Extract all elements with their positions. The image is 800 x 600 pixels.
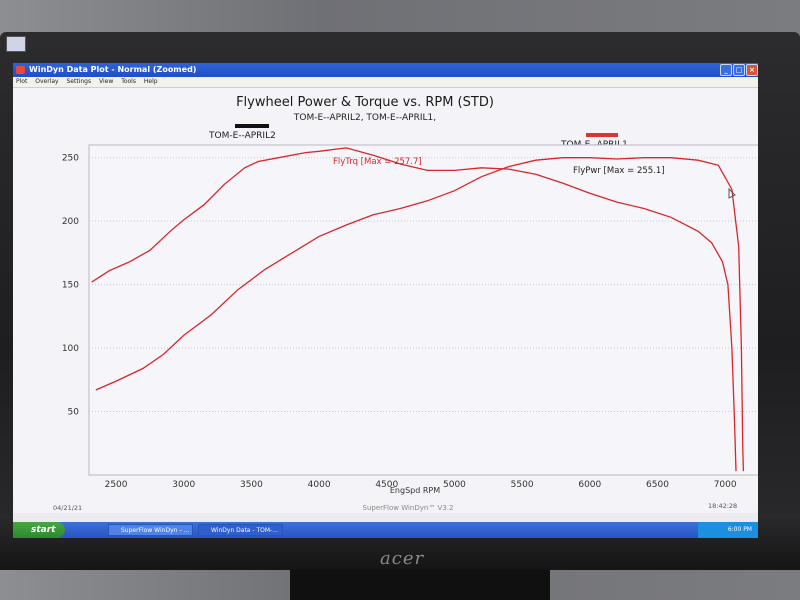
monitor-sticker [6,36,26,52]
x-tick-label: 7000 [714,480,737,490]
mouse-cursor-icon [728,187,736,199]
minimize-icon[interactable]: _ [720,64,732,76]
x-tick-label: 5500 [511,480,534,490]
x-tick-label: 2500 [105,480,128,490]
monitor-stand [290,570,550,600]
window-titlebar: WinDyn Data Plot - Normal (Zoomed) _ □ × [13,63,758,77]
menu-settings[interactable]: Settings [66,78,92,85]
menu-bar: Plot Overlay Settings View Tools Help [13,77,758,88]
dyno-chart: Flywheel Power & Torque vs. RPM (STD) TO… [53,95,758,512]
x-tick-label: 6000 [578,480,601,490]
x-tick-labels: 2500 3000 3500 4000 4500 5000 5500 6000 6500 7000 [105,480,737,490]
annotation-flypwr-max: FlyPwr [Max = 255.1] [573,166,665,176]
y-tick-label: 150 [62,281,79,291]
y-tick-label: 250 [62,154,79,164]
menu-plot[interactable]: Plot [16,78,28,85]
screen: WinDyn Data Plot - Normal (Zoomed) _ □ ×… [13,63,758,538]
x-tick-label: 3000 [172,480,195,490]
y-tick-labels: 50 100 150 200 250 [62,154,79,418]
x-tick-label: 5000 [443,480,466,490]
annotation-flytrq-max: FlyTrq [Max = 257.7] [333,157,422,167]
x-tick-label: 4000 [308,480,331,490]
start-button[interactable]: start [13,522,65,538]
legend-swatch-april1 [586,133,618,137]
status-software: SuperFlow WinDyn™ V3.2 [363,504,454,512]
chart-subtitle: TOM-E--APRIL2, TOM-E--APRIL1, [293,113,436,123]
taskbar-item-data[interactable]: WinDyn Data - TOM-... [198,524,283,536]
plot-area: Flywheel Power & Torque vs. RPM (STD) TO… [13,88,758,513]
status-date: 04/21/21 [53,504,82,512]
window-title: WinDyn Data Plot - Normal (Zoomed) [29,65,197,74]
x-axis-label: EngSpd RPM [390,486,440,495]
y-tick-label: 100 [62,344,79,354]
series-flypwr-line [95,157,745,472]
taskbar-item-windyn[interactable]: SuperFlow WinDyn - ... [108,524,193,536]
monitor-brand-logo: acer [380,548,425,569]
chart-title: Flywheel Power & Torque vs. RPM (STD) [236,95,494,110]
menu-overlay[interactable]: Overlay [35,78,59,85]
taskbar: start SuperFlow WinDyn - ... WinDyn Data… [13,522,758,538]
menu-tools[interactable]: Tools [121,78,136,85]
x-tick-label: 3500 [240,480,263,490]
status-time: 18:42:28 [708,502,737,510]
y-tick-label: 200 [62,217,79,227]
close-icon[interactable]: × [746,64,758,76]
window-controls: _ □ × [720,64,758,76]
series-flytrq-line [91,147,737,472]
x-tick-label: 6500 [646,480,669,490]
x-tick-label: 4500 [375,480,398,490]
menu-help[interactable]: Help [143,78,158,85]
maximize-icon[interactable]: □ [733,64,745,76]
y-tick-label: 50 [68,408,80,418]
app-icon [16,66,25,74]
legend-label-april2: TOM-E--APRIL2 [208,131,276,141]
legend-swatch-april2 [235,124,269,128]
system-tray-clock: 6:00 PM [698,522,758,538]
plot-frame [88,144,758,476]
menu-view[interactable]: View [99,78,114,85]
